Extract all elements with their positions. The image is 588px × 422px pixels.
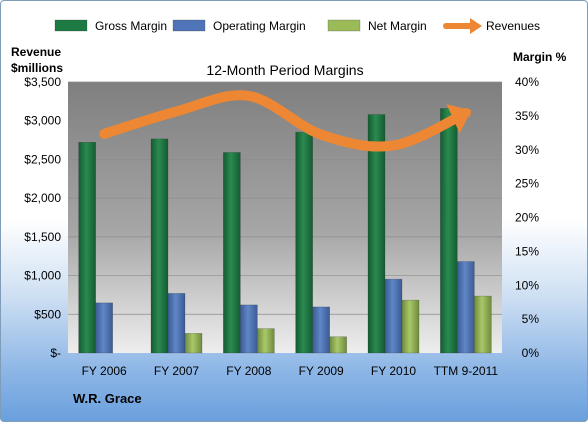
x-tick-label: FY 2006 — [82, 364, 127, 378]
legend-swatch-arrow — [470, 18, 482, 34]
net-margin-bar — [257, 328, 275, 354]
revenue-line — [99, 90, 472, 152]
y-left-label-line2: $millions — [11, 61, 63, 75]
net-margin-bar — [329, 336, 347, 354]
operating-margin-bar — [167, 293, 186, 354]
y-left-tick-label: $- — [50, 346, 61, 360]
operating-margin-bar — [384, 278, 403, 354]
legend-swatch — [54, 19, 88, 32]
y-left-tick-label: $2,500 — [24, 152, 61, 166]
gross-margin-bar — [223, 152, 241, 354]
y-left-tick-label: $1,500 — [24, 230, 61, 244]
net-margin-bar — [184, 333, 203, 354]
gross-margin-bar — [440, 108, 458, 354]
operating-margin-bar — [240, 304, 258, 354]
gridlines — [68, 81, 502, 315]
revenue-point — [392, 144, 395, 147]
y-right-tick-label: 0% — [522, 346, 540, 360]
y-right-tick-label: 35% — [515, 109, 539, 123]
y-right-tick-label: 25% — [515, 177, 539, 191]
operating-margin-bar — [312, 306, 330, 354]
y-right-tick-label: 15% — [515, 244, 539, 258]
revenue-point — [103, 132, 106, 135]
net-margin-bar — [401, 299, 420, 354]
legend-item: Revenues — [443, 18, 540, 34]
legend-label: Revenues — [486, 19, 540, 33]
revenue-line-arrowhead — [446, 104, 472, 134]
y-right-tick-label: 30% — [515, 143, 539, 157]
x-tick-label: FY 2010 — [371, 364, 416, 378]
y-right-tick-label: 5% — [522, 312, 540, 326]
revenue-point — [247, 94, 250, 97]
x-tick-label: FY 2008 — [226, 364, 271, 378]
revenue-point — [464, 111, 467, 114]
y-left-label-line1: Revenue — [11, 45, 61, 59]
revenue-line-path — [99, 90, 471, 152]
legend-swatch — [172, 19, 206, 32]
x-tick-label: TTM 9-2011 — [434, 364, 499, 378]
y-right-tick-label: 40% — [515, 75, 539, 89]
gross-margin-bar — [367, 114, 386, 354]
gross-margin-bar — [150, 138, 169, 354]
x-tick-label: FY 2009 — [299, 364, 344, 378]
y-left-tick-label: $2,000 — [24, 191, 61, 205]
x-tick-label: FY 2007 — [154, 364, 199, 378]
operating-margin-bar — [457, 261, 475, 354]
legend-swatch — [327, 19, 361, 32]
revenue-point — [320, 133, 323, 136]
legend-item: Gross Margin — [54, 19, 167, 33]
y-left-tick-label: $1,000 — [24, 269, 61, 283]
y-right-tick-label: 20% — [515, 211, 539, 225]
legend-label: Operating Margin — [213, 19, 306, 33]
net-margin-bar — [474, 295, 492, 354]
gross-margin-bar — [78, 141, 96, 354]
revenue-point — [175, 110, 178, 113]
company-name: W.R. Grace — [73, 391, 142, 406]
y-right-tick-label: 10% — [515, 278, 539, 292]
legend-item: Net Margin — [327, 19, 427, 33]
y-left-tick-label: $3,500 — [24, 75, 61, 89]
bars — [78, 108, 492, 354]
legend-item: Operating Margin — [172, 19, 306, 33]
gross-margin-bar — [295, 131, 313, 354]
chart-title: 12-Month Period Margins — [206, 62, 363, 78]
legend-label: Gross Margin — [95, 19, 167, 33]
legend-label: Net Margin — [368, 19, 427, 33]
operating-margin-bar — [95, 302, 113, 354]
y-left-tick-label: $3,000 — [24, 114, 61, 128]
axis-ticks: $- $500 $1,000 $1,500 $2,000 $2,500 $3,000 $3,5… — [24, 75, 539, 378]
y-left-tick-label: $500 — [34, 307, 61, 321]
legend: Gross Margin Operating Margin Net Margin Re… — [54, 18, 540, 34]
y-right-label: Margin % — [513, 50, 567, 64]
